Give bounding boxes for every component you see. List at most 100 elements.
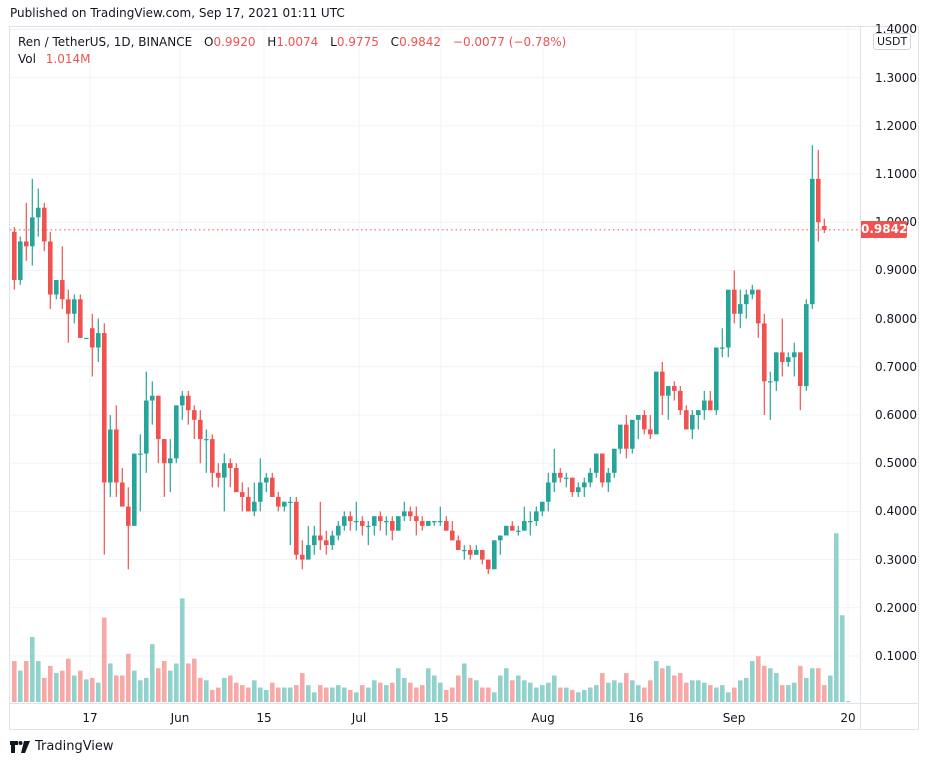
candlestick-chart[interactable]	[10, 27, 860, 703]
candle-body[interactable]	[804, 304, 809, 387]
candle-body[interactable]	[318, 535, 323, 541]
candle-body[interactable]	[762, 323, 767, 382]
candle-body[interactable]	[738, 304, 743, 314]
candle-body[interactable]	[198, 419, 203, 440]
candle-body[interactable]	[642, 415, 647, 430]
candle-body[interactable]	[810, 178, 815, 305]
candle-body[interactable]	[84, 337, 89, 340]
candle-body[interactable]	[576, 487, 581, 493]
candle-body[interactable]	[546, 482, 551, 502]
candle-body[interactable]	[444, 521, 449, 531]
candle-body[interactable]	[360, 521, 365, 526]
candle-body[interactable]	[744, 294, 749, 305]
candle-body[interactable]	[654, 371, 659, 435]
candle-body[interactable]	[264, 477, 269, 483]
candle-body[interactable]	[138, 453, 143, 455]
candle-body[interactable]	[516, 530, 521, 532]
candle-body[interactable]	[270, 477, 275, 497]
candle-body[interactable]	[288, 501, 293, 503]
candle-body[interactable]	[240, 492, 245, 497]
candle-body[interactable]	[636, 415, 641, 420]
candle-body[interactable]	[324, 540, 329, 546]
candle-body[interactable]	[774, 352, 779, 382]
candle-body[interactable]	[132, 453, 137, 526]
candle-body[interactable]	[474, 549, 479, 555]
candle-body[interactable]	[510, 525, 515, 531]
candle-body[interactable]	[798, 352, 803, 387]
candle-body[interactable]	[528, 521, 533, 523]
candle-body[interactable]	[732, 289, 737, 314]
candle-body[interactable]	[498, 535, 503, 541]
price-pane[interactable]: Ren / TetherUS, 1D, BINANCE O0.9920 H1.0…	[10, 27, 860, 703]
candle-body[interactable]	[426, 521, 431, 526]
candle-body[interactable]	[78, 299, 83, 338]
candle-body[interactable]	[192, 410, 197, 420]
candle-body[interactable]	[648, 429, 653, 435]
candle-body[interactable]	[174, 405, 179, 459]
candle-body[interactable]	[282, 501, 287, 507]
candle-body[interactable]	[630, 419, 635, 449]
candle-body[interactable]	[42, 207, 47, 242]
candle-body[interactable]	[24, 241, 29, 247]
candle-body[interactable]	[564, 477, 569, 479]
candle-body[interactable]	[468, 549, 473, 555]
candle-body[interactable]	[504, 525, 509, 536]
candle-body[interactable]	[450, 530, 455, 541]
candle-body[interactable]	[300, 554, 305, 560]
candle-body[interactable]	[126, 506, 131, 526]
candle-body[interactable]	[162, 439, 167, 464]
candle-body[interactable]	[60, 280, 65, 300]
candle-body[interactable]	[294, 501, 299, 555]
candle-body[interactable]	[120, 482, 125, 507]
candle-body[interactable]	[780, 352, 785, 362]
candle-body[interactable]	[816, 178, 821, 223]
candle-body[interactable]	[822, 226, 827, 230]
price-axis[interactable]: USDT 1.40001.30001.20001.10001.00000.900…	[860, 22, 919, 703]
candle-body[interactable]	[558, 472, 563, 478]
candle-body[interactable]	[258, 482, 263, 502]
candle-body[interactable]	[30, 217, 35, 247]
candle-body[interactable]	[534, 511, 539, 522]
candle-body[interactable]	[102, 333, 107, 483]
candle-body[interactable]	[696, 410, 701, 415]
candle-body[interactable]	[342, 516, 347, 526]
candle-body[interactable]	[384, 521, 389, 523]
candle-body[interactable]	[108, 429, 113, 483]
candle-body[interactable]	[588, 472, 593, 483]
candle-body[interactable]	[684, 410, 689, 430]
candle-body[interactable]	[522, 521, 527, 531]
candle-body[interactable]	[714, 347, 719, 411]
candle-body[interactable]	[552, 472, 557, 483]
candle-body[interactable]	[114, 429, 119, 483]
time-axis[interactable]: 17 Jun 15 Jul 15 Aug 16 Sep 20	[10, 703, 860, 730]
candle-body[interactable]	[540, 501, 545, 512]
candle-body[interactable]	[624, 424, 629, 449]
candle-body[interactable]	[750, 289, 755, 295]
candle-body[interactable]	[594, 453, 599, 473]
candle-body[interactable]	[90, 328, 95, 348]
candle-body[interactable]	[366, 525, 371, 528]
candle-body[interactable]	[336, 525, 341, 536]
candle-body[interactable]	[378, 516, 383, 522]
candle-body[interactable]	[690, 415, 695, 430]
candle-body[interactable]	[168, 458, 173, 464]
candle-body[interactable]	[612, 448, 617, 473]
candle-body[interactable]	[72, 299, 77, 314]
candle-body[interactable]	[480, 549, 485, 560]
candle-body[interactable]	[600, 453, 605, 483]
candle-body[interactable]	[402, 511, 407, 517]
candle-body[interactable]	[456, 540, 461, 550]
candle-body[interactable]	[786, 357, 791, 362]
candle-body[interactable]	[408, 511, 413, 517]
candle-body[interactable]	[96, 333, 101, 348]
candle-body[interactable]	[492, 540, 497, 570]
candle-body[interactable]	[330, 535, 335, 546]
candle-body[interactable]	[756, 289, 761, 324]
candle-body[interactable]	[582, 482, 587, 488]
candle-body[interactable]	[666, 386, 671, 396]
candle-body[interactable]	[354, 521, 359, 523]
candle-body[interactable]	[372, 516, 377, 526]
candle-body[interactable]	[246, 496, 251, 512]
candle-body[interactable]	[390, 521, 395, 531]
candle-body[interactable]	[210, 439, 215, 473]
